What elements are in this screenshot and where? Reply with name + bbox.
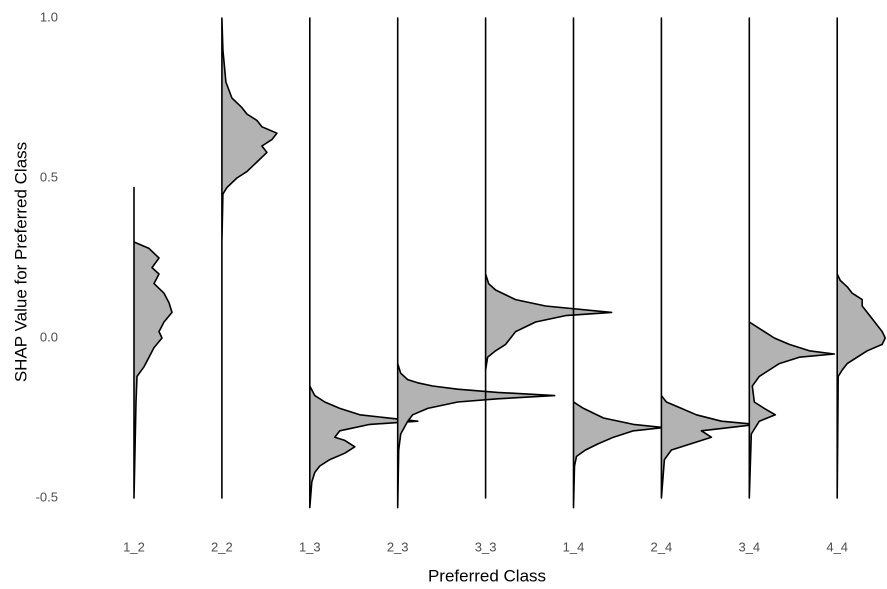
y-tick-label: 1.0 [40,9,58,24]
density-area [572,17,665,509]
x-tick-label: 3_4 [738,539,760,554]
x-tick-label: 4_4 [826,539,848,554]
x-tick-label: 2_3 [387,539,409,554]
density-area [133,186,173,499]
x-tick-label: 1_2 [123,539,145,554]
y-tick-label: 0.5 [40,169,58,184]
x-tick-label: 2_4 [651,539,673,554]
x-tick-label: 2_2 [211,539,233,554]
y-tick-label: -0.5 [36,489,58,504]
density-area [484,17,613,499]
x-axis-title: Preferred Class [428,566,546,585]
y-tick-label: 0.0 [40,329,58,344]
x-tick-label: 3_3 [475,539,497,554]
density-area [748,17,836,499]
x-tick-label: 1_3 [299,539,321,554]
density-area [309,17,419,509]
density-area [660,17,758,499]
density-area [221,17,278,499]
density-area [836,17,886,499]
x-tick-label: 1_4 [563,539,585,554]
density-area [396,17,556,509]
y-axis-title: SHAP Value for Preferred Class [11,142,30,382]
